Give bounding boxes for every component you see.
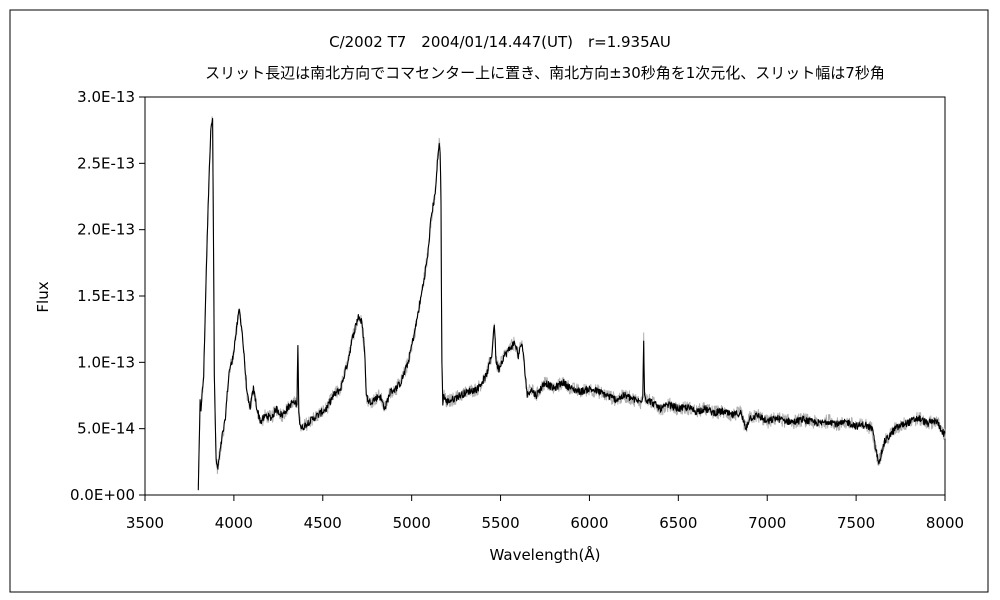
chart-title: C/2002 T7 2004/01/14.447(UT) r=1.935AU: [329, 33, 671, 51]
x-tick-label: 3500: [126, 514, 164, 532]
y-tick-label: 3.0E-13: [77, 88, 135, 106]
x-tick-label: 4000: [215, 514, 253, 532]
x-tick-label: 4500: [304, 514, 342, 532]
y-axis-ticks: 0.0E+00 5.0E-14 1.0E-13 1.5E-13 2.0E-13 2.5E-…: [70, 88, 145, 504]
x-axis-ticks: 3500 4000 4500 5000 5500 6000 6500 7000 7500 8000: [126, 495, 964, 532]
x-tick-label: 5500: [481, 514, 519, 532]
y-tick-label: 2.0E-13: [77, 221, 135, 239]
x-tick-label: 6000: [570, 514, 608, 532]
x-tick-label: 5000: [393, 514, 431, 532]
y-tick-label: 1.0E-13: [77, 353, 135, 371]
chart-subtitle: スリット長辺は南北方向でコマセンター上に置き、南北方向±30秒角を1次元化、スリ…: [205, 64, 885, 82]
x-tick-label: 8000: [926, 514, 964, 532]
y-tick-label: 2.5E-13: [77, 154, 135, 172]
series-layer: [197, 116, 946, 491]
x-axis-label: Wavelength(Å): [490, 545, 601, 564]
x-tick-label: 7500: [837, 514, 875, 532]
y-axis-label: Flux: [34, 281, 52, 312]
x-tick-label: 7000: [748, 514, 786, 532]
plot-area: [144, 96, 946, 496]
y-tick-label: 0.0E+00: [70, 486, 135, 504]
y-tick-label: 1.5E-13: [77, 287, 135, 305]
spectrum-line: [197, 117, 946, 491]
x-tick-label: 6500: [659, 514, 697, 532]
y-tick-label: 5.0E-14: [77, 420, 135, 438]
